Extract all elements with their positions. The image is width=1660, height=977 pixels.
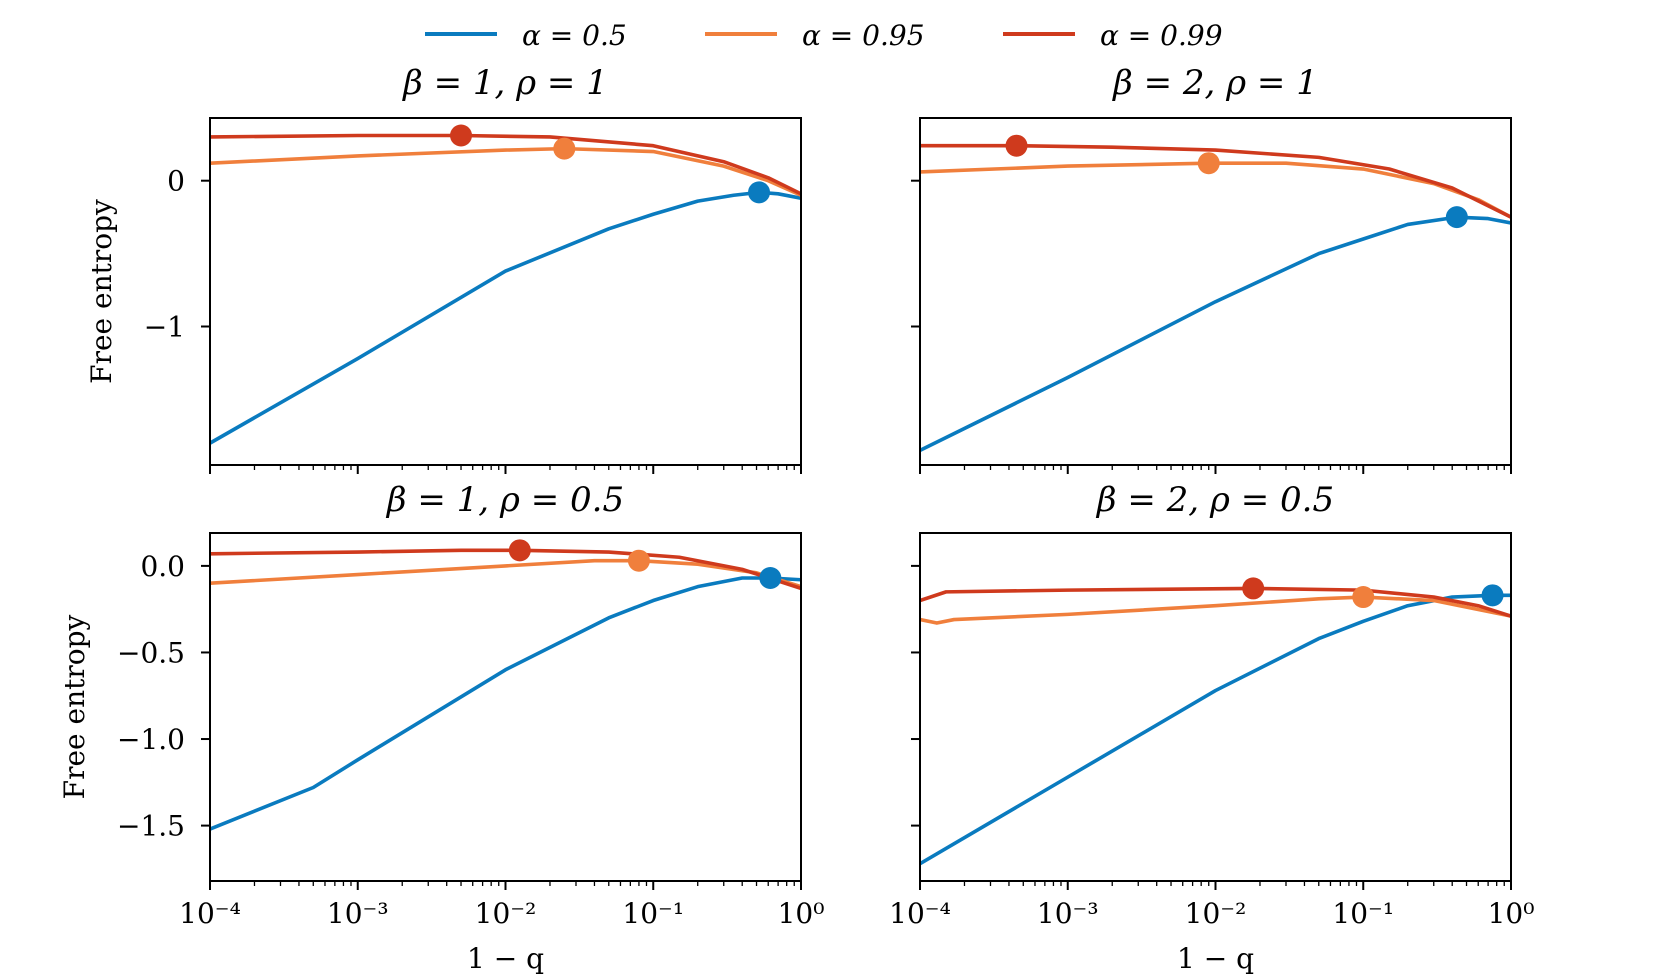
- series-group: [210, 133, 801, 445]
- y-ticks: [201, 564, 210, 827]
- y-ticks: [201, 179, 210, 328]
- x-tick-label: 10⁻⁴: [179, 897, 241, 930]
- series-line-alpha-1: [210, 146, 801, 198]
- x-tick-label: 10⁻⁴: [889, 897, 951, 930]
- y-ticks: [911, 564, 920, 827]
- series-marker-alpha-0: [1481, 584, 1504, 607]
- x-ticks: [919, 465, 1512, 474]
- x-tick-label: 10⁻¹: [622, 897, 684, 930]
- series-line-alpha-2: [920, 143, 1511, 219]
- series-line-alpha-2: [210, 133, 801, 196]
- plot-frame: [919, 117, 1512, 466]
- x-tick-label: 10⁻³: [1037, 897, 1099, 930]
- y-tick-label: 0: [167, 165, 185, 198]
- plot-frame: [209, 117, 802, 466]
- panel-title: β = 2, ρ = 1: [1111, 63, 1318, 103]
- series-group: [920, 143, 1511, 453]
- series-marker-alpha-1: [553, 137, 576, 160]
- y-axis-label: Free entropy: [85, 199, 118, 384]
- series-marker-alpha-1: [1197, 152, 1220, 175]
- y-axis-label: Free entropy: [58, 614, 91, 799]
- y-ticks: [911, 179, 920, 328]
- x-tick-label: 10⁻³: [327, 897, 389, 930]
- series-marker-alpha-2: [508, 539, 531, 562]
- series-marker-alpha-1: [627, 549, 650, 572]
- x-ticks: [209, 881, 802, 890]
- y-tick-label: −1.5: [117, 810, 185, 843]
- plot-frame: [209, 532, 802, 882]
- series-line-alpha-2: [920, 586, 1511, 618]
- x-tick-label: 10⁻²: [475, 897, 537, 930]
- series-marker-alpha-2: [1242, 577, 1265, 600]
- series-marker-alpha-0: [748, 181, 771, 204]
- series-group: [210, 548, 801, 831]
- x-tick-label: 10⁰: [1488, 897, 1535, 930]
- x-axis-label: 1 − q: [1177, 942, 1254, 975]
- y-tick-label: −1.0: [117, 723, 185, 756]
- series-marker-alpha-0: [759, 567, 782, 590]
- legend-label-0: α = 0.5: [522, 19, 627, 52]
- series-line-alpha-2: [210, 548, 801, 591]
- x-ticks: [209, 465, 802, 474]
- series-line-alpha-0: [920, 593, 1511, 866]
- panel-title: β = 1, ρ = 0.5: [385, 480, 624, 520]
- y-tick-label: −0.5: [117, 636, 185, 669]
- panel-2: β = 1, ρ = 0.5 10⁻⁴ 10⁻³ 10⁻² 10⁻¹ 10⁰ 0.0 −0.5…: [58, 480, 824, 975]
- plot-frame: [919, 532, 1512, 882]
- series-group: [920, 586, 1511, 866]
- panel-0: β = 1, ρ = 1 0 −1 Free entropy: [85, 63, 802, 474]
- x-tick-label: 10⁻²: [1185, 897, 1247, 930]
- x-tick-label: 10⁻¹: [1332, 897, 1394, 930]
- series-marker-alpha-1: [1352, 586, 1375, 609]
- series-marker-alpha-2: [1005, 134, 1028, 157]
- y-tick-label: −1: [144, 310, 185, 343]
- legend: α = 0.5 α = 0.95 α = 0.99: [425, 19, 1223, 52]
- panel-1: β = 2, ρ = 1: [911, 63, 1512, 474]
- series-line-alpha-0: [210, 190, 801, 445]
- panel-title: β = 1, ρ = 1: [401, 63, 608, 103]
- panel-title: β = 2, ρ = 0.5: [1095, 480, 1334, 520]
- x-tick-label: 10⁰: [778, 897, 825, 930]
- x-ticks: [919, 881, 1512, 890]
- series-line-alpha-0: [210, 576, 801, 831]
- legend-label-2: α = 0.99: [1100, 19, 1223, 52]
- series-line-alpha-0: [920, 215, 1511, 453]
- panels: β = 1, ρ = 1 0 −1 Free entropy β = 2, ρ = 1 β…: [58, 63, 1534, 975]
- legend-label-1: α = 0.95: [802, 19, 925, 52]
- panel-3: β = 2, ρ = 0.5 10⁻⁴ 10⁻³ 10⁻² 10⁻¹ 10⁰ 1 − q: [889, 480, 1534, 975]
- series-line-alpha-1: [920, 595, 1511, 625]
- y-tick-label: 0.0: [140, 550, 185, 583]
- x-axis-label: 1 − q: [467, 942, 544, 975]
- series-marker-alpha-0: [1445, 206, 1468, 229]
- series-marker-alpha-2: [450, 124, 473, 147]
